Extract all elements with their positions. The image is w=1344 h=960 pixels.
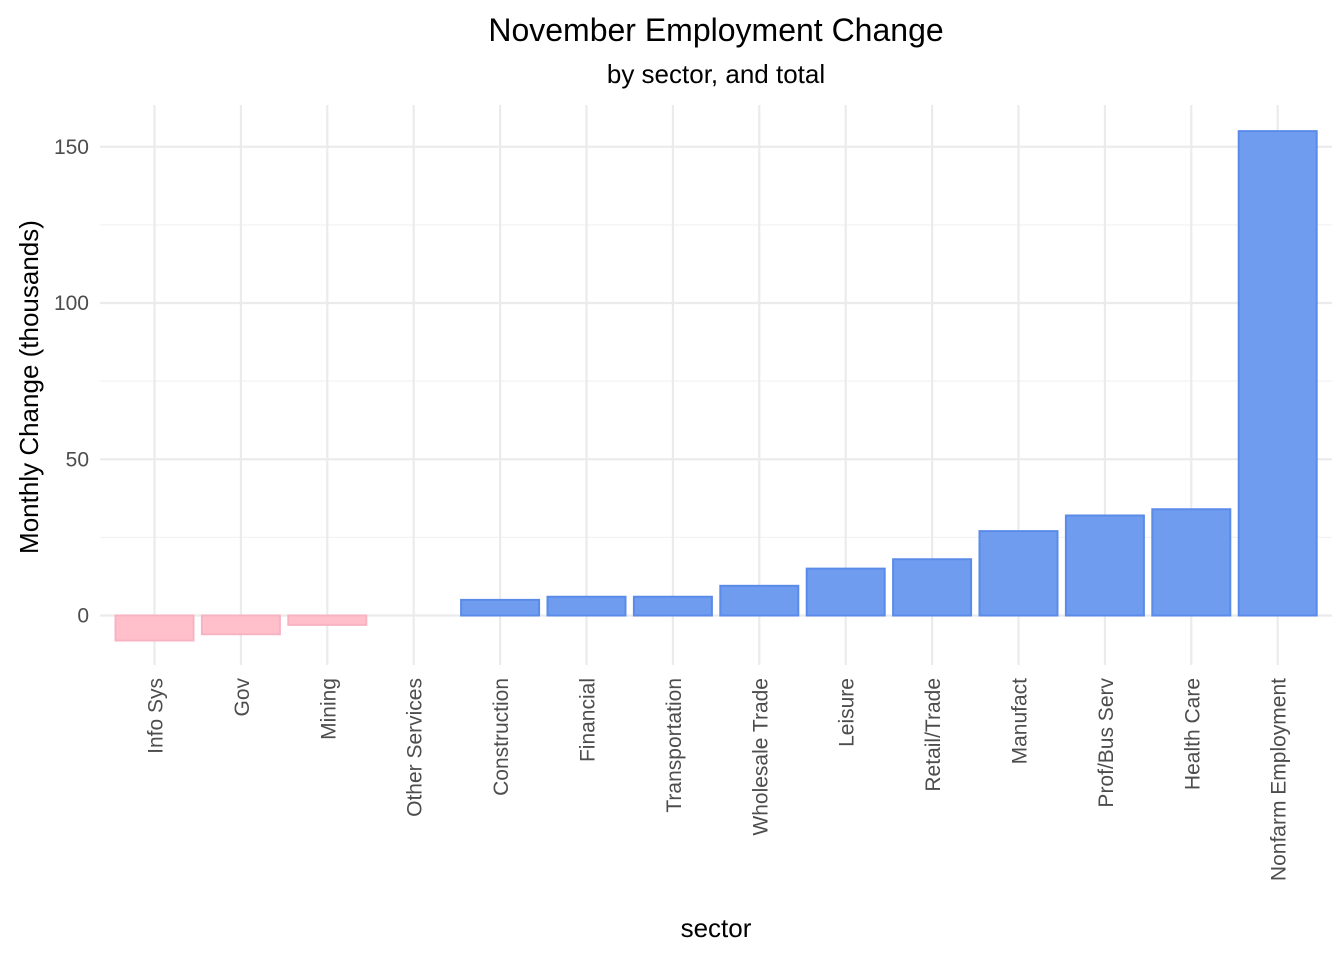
x-tick-label: Financial bbox=[577, 678, 600, 762]
x-tick-layer: Info Sys Gov Mining Other Services Construct… bbox=[145, 678, 1291, 882]
x-tick-label: Other Services bbox=[404, 678, 427, 817]
bar-leisure bbox=[805, 567, 886, 617]
y-tick-label: 50 bbox=[66, 448, 89, 471]
x-tick-label: Transportation bbox=[663, 678, 686, 813]
x-axis-title: sector bbox=[681, 913, 752, 943]
x-tick-label: Nonfarm Employment bbox=[1268, 678, 1291, 881]
x-tick-label: Wholesale Trade bbox=[749, 678, 772, 836]
x-tick-label: Construction bbox=[490, 678, 513, 796]
bar-info-sys bbox=[114, 614, 195, 642]
y-tick-label: 150 bbox=[54, 136, 89, 159]
y-axis-title: Monthly Change (thousands) bbox=[14, 220, 44, 554]
x-tick-label: Info Sys bbox=[145, 678, 168, 754]
grid-layer bbox=[100, 105, 1332, 665]
bar-health-care bbox=[1151, 508, 1232, 617]
bar-mining bbox=[287, 614, 368, 626]
bar-transportation bbox=[632, 595, 713, 617]
bar-construction bbox=[460, 598, 541, 617]
y-tick-label: 0 bbox=[77, 605, 89, 628]
chart-subtitle: by sector, and total bbox=[607, 59, 825, 89]
bar-financial bbox=[546, 595, 627, 617]
y-tick-label: 100 bbox=[54, 292, 89, 315]
x-tick-label: Retail/Trade bbox=[922, 678, 945, 792]
bar-prof-bus-serv bbox=[1064, 514, 1145, 617]
y-tick-layer: 0 50 100 150 bbox=[54, 136, 89, 628]
x-tick-label: Manufact bbox=[1009, 678, 1032, 765]
bar-manufact bbox=[978, 530, 1059, 617]
chart-title: November Employment Change bbox=[488, 12, 943, 48]
bar-layer bbox=[114, 130, 1318, 642]
x-tick-label: Health Care bbox=[1181, 678, 1204, 790]
x-tick-label: Prof/Bus Serv bbox=[1095, 678, 1118, 808]
bar-wholesale-trade bbox=[719, 584, 800, 617]
x-tick-label: Mining bbox=[317, 678, 340, 740]
bar-gov bbox=[200, 614, 281, 636]
x-tick-label: Leisure bbox=[836, 678, 859, 747]
x-tick-label: Gov bbox=[231, 678, 254, 717]
bar-nonfarm-employment bbox=[1237, 130, 1318, 617]
bar-retail-trade bbox=[892, 558, 973, 617]
